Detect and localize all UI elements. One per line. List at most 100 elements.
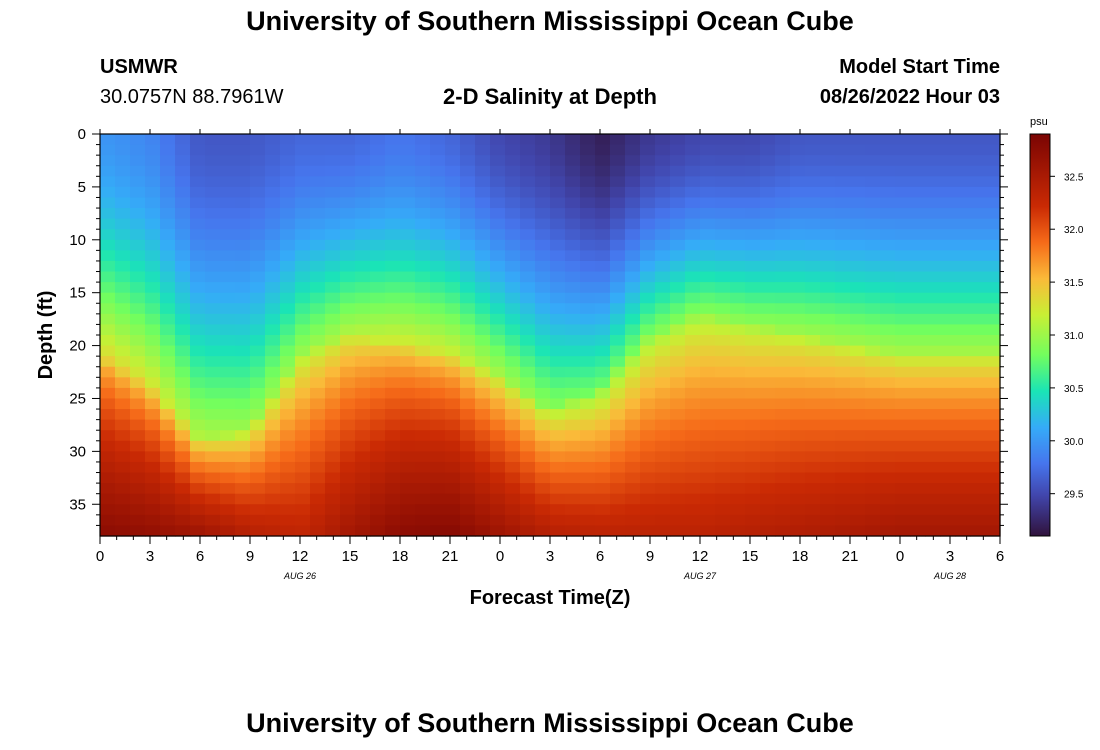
heatmap-cell (175, 218, 191, 230)
heatmap-cell (610, 504, 626, 516)
heatmap-cell (220, 472, 236, 484)
heatmap-cell (130, 483, 146, 495)
heatmap-cell (325, 165, 341, 177)
heatmap-cell (190, 377, 206, 389)
heatmap-cell (280, 208, 296, 220)
heatmap-cell (115, 197, 131, 209)
heatmap-cell (460, 483, 476, 495)
heatmap-cell (355, 387, 371, 400)
heatmap-cell (175, 250, 191, 262)
heatmap-cell (175, 335, 191, 347)
heatmap-cell (220, 451, 236, 463)
heatmap-cell (790, 430, 806, 442)
heatmap-cell (580, 440, 596, 452)
heatmap-cell (805, 134, 821, 146)
heatmap-cell (145, 493, 161, 505)
heatmap-cell (655, 282, 671, 294)
heatmap-cell (385, 451, 401, 463)
heatmap-cell (295, 366, 311, 378)
heatmap-cell (145, 239, 161, 251)
heatmap-cell (640, 134, 656, 146)
heatmap-cell (715, 335, 731, 347)
heatmap-cell (910, 514, 926, 527)
heatmap-cell (835, 387, 851, 400)
heatmap-cell (895, 472, 911, 484)
heatmap-cell (520, 208, 536, 220)
heatmap-cell (220, 282, 236, 294)
heatmap-cell (865, 282, 881, 294)
heatmap-cell (415, 292, 431, 304)
heatmap-cell (580, 324, 596, 336)
heatmap-cell (730, 282, 746, 294)
heatmap-cell (280, 324, 296, 336)
heatmap-cell (475, 461, 491, 474)
heatmap-cell (190, 292, 206, 304)
heatmap-cell (235, 451, 251, 463)
heatmap-cell (595, 483, 611, 495)
heatmap-cell (745, 398, 761, 410)
heatmap-cell (580, 387, 596, 400)
heatmap-cell (220, 292, 236, 304)
heatmap-cell (205, 440, 221, 452)
heatmap-cell (520, 387, 536, 400)
heatmap-cell (820, 493, 836, 505)
heatmap-cell (385, 398, 401, 410)
heatmap-cell (355, 366, 371, 378)
heatmap-cell (145, 440, 161, 452)
heatmap-cell (955, 176, 971, 188)
heatmap-cell (145, 483, 161, 495)
heatmap-cell (790, 335, 806, 347)
heatmap-cell (235, 292, 251, 304)
heatmap-cell (955, 356, 971, 368)
heatmap-cell (970, 218, 986, 230)
heatmap-cell (955, 303, 971, 315)
heatmap-cell (385, 366, 401, 378)
heatmap-cell (850, 282, 866, 294)
heatmap-cell (535, 313, 551, 326)
heatmap-cell (565, 377, 581, 389)
heatmap-cell (670, 155, 686, 167)
heatmap-cell (895, 430, 911, 442)
heatmap-cell (220, 430, 236, 442)
heatmap-cell (685, 483, 701, 495)
heatmap-cell (685, 134, 701, 146)
heatmap-cell (520, 218, 536, 230)
heatmap-cell (850, 176, 866, 188)
heatmap-cell (400, 366, 416, 378)
heatmap-cell (640, 239, 656, 251)
heatmap-cell (250, 218, 266, 230)
heatmap-cell (400, 218, 416, 230)
heatmap-cell (865, 208, 881, 220)
heatmap-cell (775, 260, 791, 273)
heatmap-cell (565, 514, 581, 527)
heatmap-cell (730, 155, 746, 167)
heatmap-cell (925, 430, 941, 442)
heatmap-cell (490, 430, 506, 442)
heatmap-cell (175, 303, 191, 315)
heatmap-cell (325, 409, 341, 421)
heatmap-cell (265, 144, 281, 156)
heatmap-cell (520, 483, 536, 495)
heatmap-cell (805, 398, 821, 410)
heatmap-cell (520, 493, 536, 505)
heatmap-cell (910, 250, 926, 262)
heatmap-cell (760, 430, 776, 442)
heatmap-cell (625, 493, 641, 505)
heatmap-cell (940, 377, 956, 389)
heatmap-cell (745, 493, 761, 505)
heatmap-cell (595, 208, 611, 220)
heatmap-cell (385, 377, 401, 389)
heatmap-cell (340, 282, 356, 294)
heatmap-cell (955, 292, 971, 304)
heatmap-cell (580, 186, 596, 199)
heatmap-cell (460, 440, 476, 452)
heatmap-cell (730, 419, 746, 431)
heatmap-cell (970, 303, 986, 315)
heatmap-cell (205, 313, 221, 326)
heatmap-cell (520, 282, 536, 294)
heatmap-cell (775, 324, 791, 336)
heatmap-cell (925, 472, 941, 484)
heatmap-cell (715, 483, 731, 495)
heatmap-cell (970, 387, 986, 400)
heatmap-cell (610, 472, 626, 484)
